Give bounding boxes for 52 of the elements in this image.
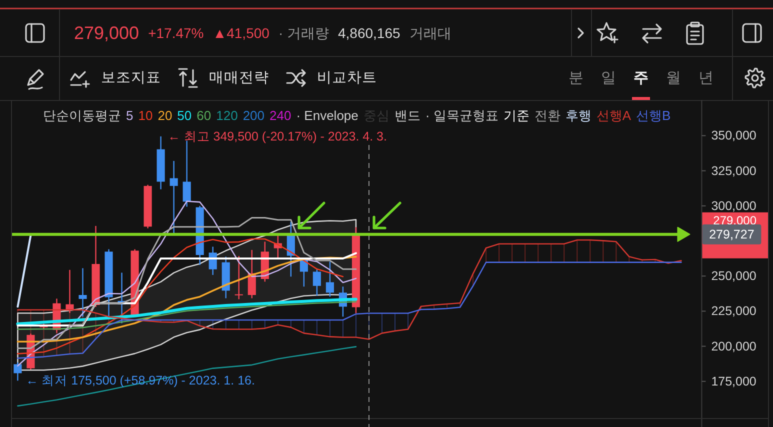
text: 기준 xyxy=(503,108,530,123)
text: · 거래량 xyxy=(278,25,329,41)
text: ▲41,500 xyxy=(212,25,270,41)
line-series xyxy=(17,346,357,407)
text: 매매전략 xyxy=(209,70,269,86)
text: 50 xyxy=(177,108,192,123)
text: 10 xyxy=(138,108,153,123)
line-series xyxy=(17,239,682,340)
y-tick-label: 225,000 xyxy=(711,304,756,318)
y-tick-label: 325,000 xyxy=(711,164,756,178)
text: 분 xyxy=(568,70,584,86)
candlestick xyxy=(326,260,334,298)
text: 선행B xyxy=(636,108,671,123)
text: 거래대 xyxy=(409,25,452,41)
annotation: · Envelope xyxy=(296,108,358,123)
text: +17.47% xyxy=(148,25,204,41)
text: 60 xyxy=(196,108,212,123)
text: 주 xyxy=(634,70,648,86)
text: 비교차트 xyxy=(317,70,377,86)
text: 279,000 xyxy=(74,23,140,43)
candlestick xyxy=(312,268,321,296)
legend-title: 단순이동평균 xyxy=(43,108,122,123)
legend-label: 밴드 xyxy=(394,108,420,123)
text: 월 xyxy=(666,70,681,86)
annotation: ← 최고 349,500 (-20.17%) - 2023. 4. 3. xyxy=(168,129,387,144)
candlestick xyxy=(14,362,22,382)
text: 120 xyxy=(216,108,238,123)
line-series xyxy=(16,217,357,349)
text: 보조지표 xyxy=(101,70,161,86)
text: 후행 xyxy=(565,108,592,123)
y-tick-label: 350,000 xyxy=(711,128,756,143)
candlestick xyxy=(234,255,243,300)
line-series xyxy=(16,256,357,343)
text: 전환 xyxy=(534,108,560,123)
text: 279,000 xyxy=(713,213,757,228)
annotation: · 일목균형표 xyxy=(425,108,498,123)
y-tick-label: 300,000 xyxy=(711,198,756,213)
text: 20 xyxy=(158,108,172,123)
y-tick-label: 200,000 xyxy=(711,339,756,354)
ref-line-label: 279,727 xyxy=(709,227,754,242)
candlestick xyxy=(170,160,178,234)
legend-label: 240 xyxy=(270,108,292,123)
text: 4,860,165 xyxy=(338,25,400,41)
y-tick-label: 175,000 xyxy=(711,374,756,388)
text: 5 xyxy=(126,108,134,123)
text: 년 xyxy=(698,70,714,86)
y-tick-label: 250,000 xyxy=(711,269,756,284)
legend-label: 200 xyxy=(242,108,265,123)
text: 선행A xyxy=(596,108,632,123)
line-series xyxy=(17,262,682,359)
line-series xyxy=(16,252,357,326)
text: 일 xyxy=(601,70,616,86)
